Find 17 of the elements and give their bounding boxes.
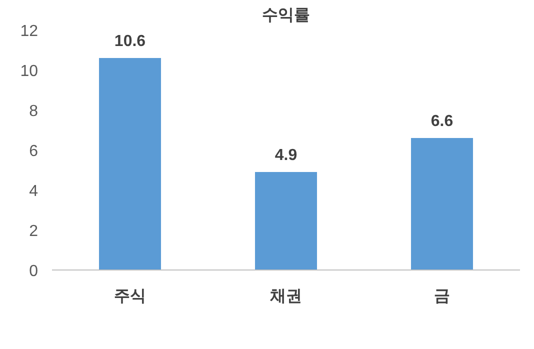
bar: [411, 138, 473, 270]
y-tick-label: 10: [20, 63, 38, 80]
chart-title: 수익률: [262, 7, 310, 24]
data-label: 10.6: [114, 33, 146, 50]
x-tick-label: 주식: [114, 288, 146, 305]
bar: [99, 58, 161, 270]
y-tick-label: 6: [29, 143, 38, 160]
x-tick-label: 채권: [269, 288, 302, 305]
y-tick-label: 12: [20, 23, 38, 40]
y-tick-label: 2: [29, 223, 38, 240]
y-tick-label: 0: [29, 263, 38, 280]
y-tick-label: 8: [29, 103, 38, 120]
y-tick-label: 4: [29, 183, 38, 200]
bar: [255, 172, 317, 270]
data-label: 6.6: [430, 113, 454, 130]
x-tick-label: 금: [434, 288, 450, 305]
data-label: 4.9: [274, 147, 298, 164]
